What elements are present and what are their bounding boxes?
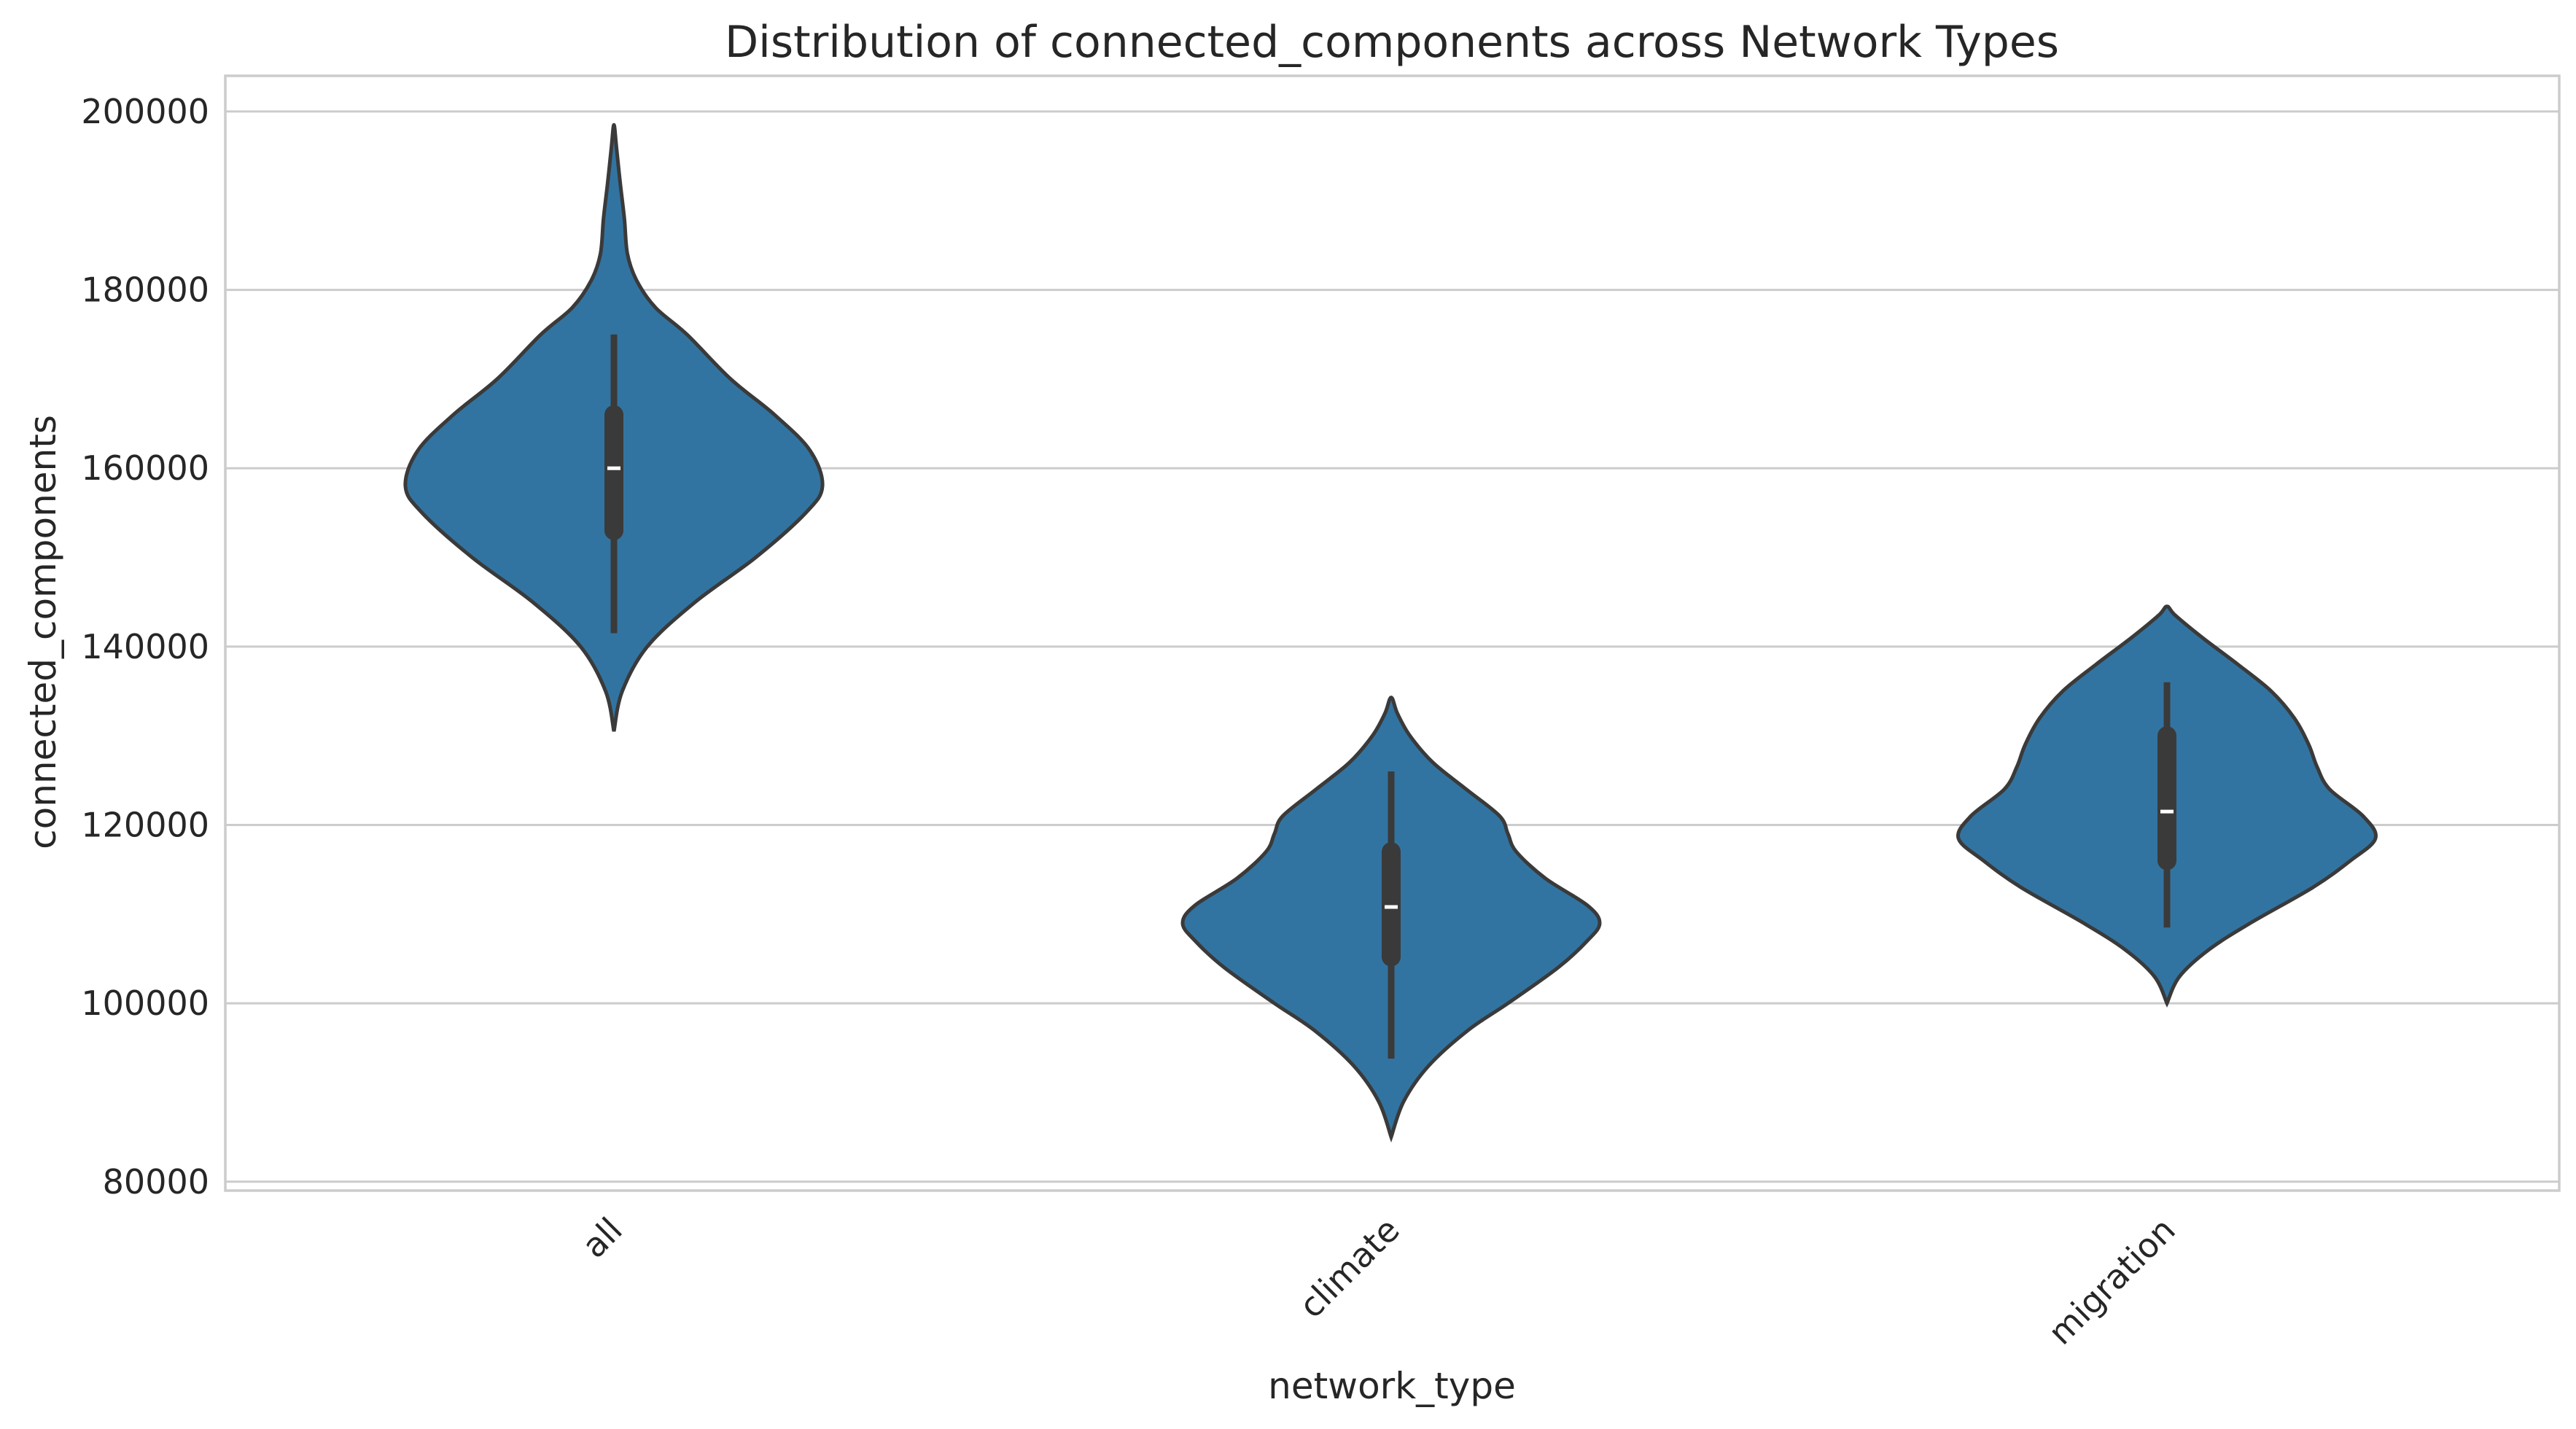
plot-frame: [224, 74, 2561, 1192]
y-tick-label: 180000: [81, 270, 209, 310]
y-tick-label: 200000: [81, 92, 209, 131]
chart-title: Distribution of connected_components acr…: [725, 17, 2059, 68]
y-axis-label: connected_components: [22, 415, 64, 849]
x-axis-label: network_type: [1268, 1365, 1516, 1407]
y-tick-label: 160000: [81, 448, 209, 488]
y-tick-label: 140000: [81, 627, 209, 666]
violins: [403, 122, 2378, 1143]
y-tick-label: 120000: [81, 805, 209, 844]
y-tick-label: 80000: [103, 1162, 209, 1202]
y-tick-label: 100000: [81, 984, 209, 1023]
y-tick-labels: 80000 100000 120000 140000 160000 180000 20000…: [81, 92, 209, 1202]
x-tick-label: migration: [2041, 1210, 2183, 1352]
x-tick-label: climate: [1291, 1210, 1407, 1326]
x-tick-label: all: [575, 1210, 630, 1266]
x-tick-labels: all climate migration: [575, 1210, 2183, 1352]
